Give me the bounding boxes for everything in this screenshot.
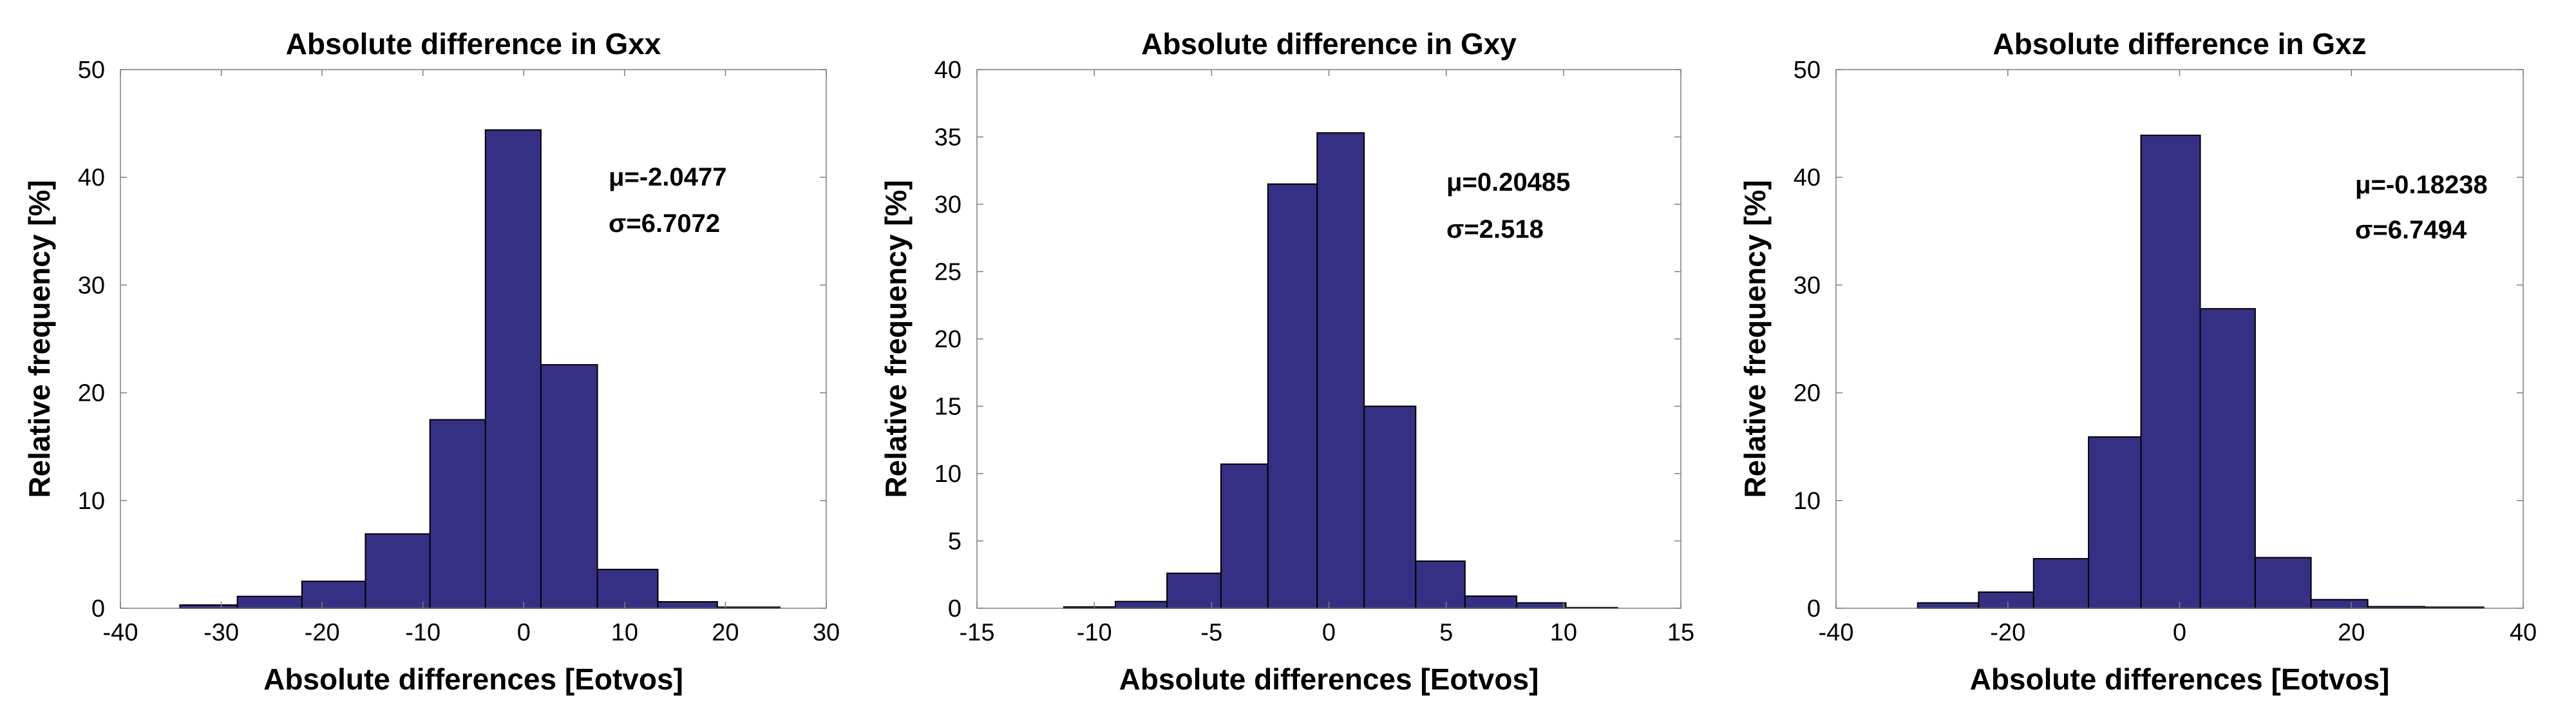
- histogram-bar: [1220, 463, 1269, 609]
- x-tick-label: 20: [2338, 619, 2365, 646]
- x-tick-label: 10: [1550, 619, 1577, 646]
- x-tick-label: -40: [1819, 619, 1854, 646]
- histogram-bar: [1316, 132, 1365, 610]
- mean-annotation: μ=0.20485: [1446, 168, 1570, 197]
- histogram-bar: [2032, 558, 2090, 610]
- x-tick-label: -5: [1200, 619, 1222, 646]
- histogram-bar: [2088, 436, 2142, 609]
- x-tick-label: 20: [712, 619, 739, 646]
- histogram-bar: [1415, 560, 1466, 609]
- x-tick-label: 40: [2510, 619, 2537, 646]
- chart-title: Absolute difference in Gxx: [286, 27, 661, 61]
- chart-title: Absolute difference in Gxz: [1993, 27, 2366, 61]
- x-tick-label: 30: [813, 619, 840, 646]
- x-tick-label: 5: [1439, 619, 1453, 646]
- y-tick-label: 50: [78, 57, 105, 84]
- histogram-bar: [301, 581, 366, 610]
- y-tick-label: 20: [1794, 380, 1821, 407]
- histogram-bar: [1978, 591, 2034, 609]
- y-tick-label: 40: [1794, 164, 1821, 191]
- histogram-bar: [1464, 595, 1517, 610]
- mean-annotation: μ=-2.0477: [609, 163, 727, 191]
- y-axis-label: Relative frequency [%]: [879, 180, 913, 497]
- histogram-bar: [484, 129, 542, 609]
- axes-box: [120, 69, 827, 609]
- y-tick-label: 10: [1794, 488, 1821, 515]
- histogram-panel-2: -15 -10 -5 0 5 10 15 0 5 10 15 20 25 30 35 40 Absolute d…: [879, 27, 1694, 696]
- chart-title: Absolute difference in Gxy: [1141, 27, 1517, 61]
- x-tick-label: -20: [1990, 619, 2025, 646]
- x-axis-label: Absolute differences [Eotvos]: [1970, 662, 2390, 696]
- y-tick-label: 30: [78, 272, 105, 299]
- y-tick-label: 25: [934, 259, 961, 286]
- histogram-bar: [1267, 183, 1318, 609]
- y-tick-label: 30: [1794, 272, 1821, 299]
- y-tick-label: 10: [78, 488, 105, 515]
- x-tick-label: 0: [1322, 619, 1336, 646]
- histogram-bar: [1917, 602, 1980, 610]
- histogram-bar: [365, 533, 431, 610]
- x-tick-label: -40: [103, 619, 138, 646]
- y-tick-label: 0: [1807, 595, 1821, 622]
- y-tick-label: 30: [934, 191, 961, 218]
- y-tick-label: 20: [934, 326, 961, 353]
- histogram-bar: [2140, 134, 2201, 609]
- histogram-bar: [236, 595, 303, 609]
- histogram-bar: [2254, 557, 2312, 610]
- histogram-bar: [179, 604, 238, 610]
- histogram-bar: [2199, 308, 2256, 609]
- y-tick-label: 15: [934, 394, 961, 421]
- histogram-bar: [1515, 602, 1567, 610]
- y-tick-label: 35: [934, 124, 961, 151]
- x-tick-label: 15: [1667, 619, 1694, 646]
- histogram-bar: [1166, 572, 1222, 609]
- y-tick-label: 10: [934, 461, 961, 488]
- histogram-bar: [2310, 599, 2369, 610]
- histogram-bar: [1114, 601, 1168, 609]
- histogram-bar: [429, 419, 486, 610]
- std-annotation: σ=6.7494: [2355, 216, 2467, 244]
- histogram-bar: [657, 601, 718, 610]
- x-tick-label: -10: [405, 619, 440, 646]
- mean-annotation: μ=-0.18238: [2355, 171, 2488, 199]
- y-tick-label: 0: [948, 595, 961, 622]
- histogram-panel-1: -40 -30 -20 -10 0 10 20 30 0 10 20 30 40 50 Absolute d…: [23, 27, 840, 696]
- std-annotation: σ=2.518: [1446, 215, 1544, 244]
- y-axis-label: Relative frequency [%]: [1738, 180, 1772, 497]
- histogram-bar: [596, 568, 659, 609]
- y-tick-label: 40: [78, 164, 105, 191]
- y-tick-label: 40: [934, 57, 961, 84]
- y-tick-label: 50: [1794, 57, 1821, 84]
- x-tick-label: -15: [960, 619, 995, 646]
- histogram-panel-3: -40 -20 0 20 40 0 10 20 30 40 50 Absolute differenc…: [1738, 27, 2537, 696]
- y-axis-label: Relative frequency [%]: [23, 180, 56, 497]
- x-tick-label: 10: [611, 619, 638, 646]
- x-tick-label: -20: [305, 619, 340, 646]
- x-tick-label: -30: [204, 619, 239, 646]
- y-tick-label: 20: [78, 380, 105, 407]
- x-tick-label: -10: [1077, 619, 1112, 646]
- x-axis-label: Absolute differences [Eotvos]: [263, 662, 683, 696]
- y-tick-label: 5: [948, 528, 961, 555]
- x-tick-label: 0: [517, 619, 531, 646]
- histogram-bar: [1363, 405, 1417, 609]
- x-tick-label: 0: [2173, 619, 2186, 646]
- histogram-bar: [540, 364, 598, 609]
- y-tick-label: 0: [91, 595, 105, 622]
- std-annotation: σ=6.7072: [609, 209, 720, 238]
- x-axis-label: Absolute differences [Eotvos]: [1119, 662, 1539, 696]
